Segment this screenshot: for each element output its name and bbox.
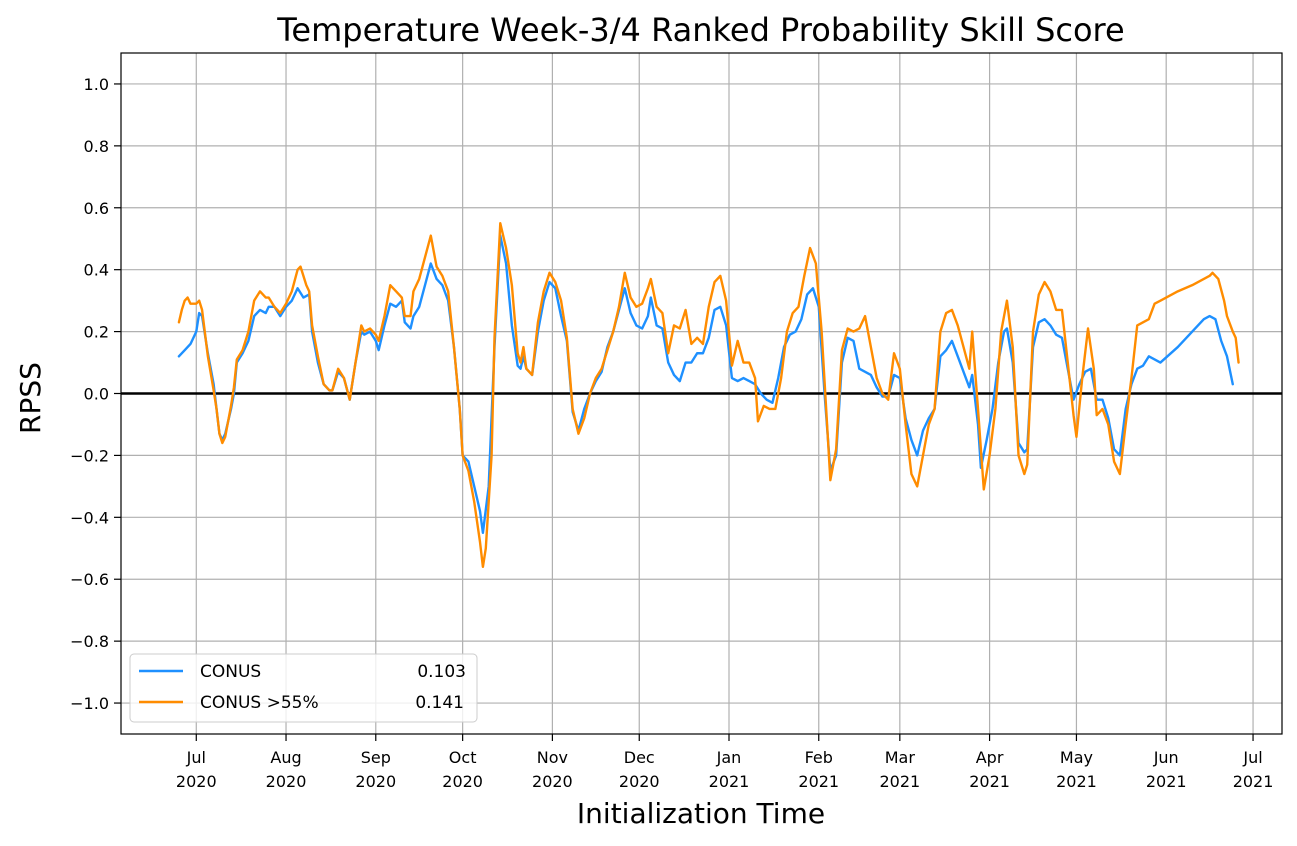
x-tick-label-year: 2021 bbox=[879, 772, 920, 791]
x-axis-label: Initialization Time bbox=[577, 797, 825, 830]
x-tick-label-month: Dec bbox=[624, 748, 655, 767]
y-tick-label: 0.2 bbox=[84, 323, 109, 342]
y-tick-label: −0.8 bbox=[70, 632, 109, 651]
legend-label-conus-55: CONUS >55% bbox=[200, 693, 319, 713]
legend: CONUS 0.103 CONUS >55% 0.141 bbox=[129, 653, 478, 723]
x-tick-label-year: 2021 bbox=[1056, 772, 1097, 791]
y-tick-label: 0.8 bbox=[84, 137, 109, 156]
x-tick-label-year: 2021 bbox=[969, 772, 1010, 791]
y-tick-label: −0.4 bbox=[70, 508, 109, 527]
x-tick-label-year: 2021 bbox=[1146, 772, 1187, 791]
x-tick-label-year: 2020 bbox=[442, 772, 483, 791]
x-tick-label-month: Aug bbox=[270, 748, 301, 767]
legend-box bbox=[129, 653, 478, 723]
x-tick-label-month: Apr bbox=[976, 748, 1004, 767]
x-tick-label-month: May bbox=[1060, 748, 1093, 767]
x-tick-label-month: Jul bbox=[1242, 748, 1262, 767]
x-tick-label-year: 2021 bbox=[709, 772, 750, 791]
legend-label-conus: CONUS bbox=[200, 662, 261, 682]
x-tick-label-month: Jan bbox=[716, 748, 742, 767]
x-axis-ticks: Jul 2020 Aug 2020 Sep 2020 Oct 2020 Nov 2020 Dec 20… bbox=[176, 734, 1273, 791]
y-tick-label: 0.4 bbox=[84, 261, 109, 280]
series-line-conus-55 bbox=[177, 222, 1240, 569]
x-tick-label-year: 2020 bbox=[176, 772, 217, 791]
x-tick-label-month: Sep bbox=[361, 748, 391, 767]
x-tick-label-year: 2020 bbox=[355, 772, 396, 791]
x-tick-label-month: Nov bbox=[537, 748, 568, 767]
chart-title: Temperature Week-3/4 Ranked Probability … bbox=[276, 11, 1124, 49]
x-tick-label-month: Jul bbox=[186, 748, 206, 767]
y-tick-label: −1.0 bbox=[70, 694, 109, 713]
x-tick-label-year: 2020 bbox=[532, 772, 573, 791]
y-tick-label: 0.6 bbox=[84, 199, 109, 218]
x-tick-label-year: 2020 bbox=[619, 772, 660, 791]
x-tick-label-month: Jun bbox=[1153, 748, 1179, 767]
y-axis-label: RPSS bbox=[14, 362, 47, 434]
y-tick-label: −0.6 bbox=[70, 570, 109, 589]
x-tick-label-year: 2020 bbox=[266, 772, 307, 791]
y-tick-label: 1.0 bbox=[84, 75, 109, 94]
y-axis-ticks: −1.0 −0.8 −0.6 −0.4 −0.2 0.0 0.2 0.4 0.6 0.8 1.0 bbox=[70, 75, 121, 713]
series-lines bbox=[177, 222, 1240, 569]
x-tick-label-month: Feb bbox=[805, 748, 833, 767]
y-tick-label: −0.2 bbox=[70, 446, 109, 465]
legend-value-conus-55: 0.141 bbox=[415, 693, 464, 713]
y-tick-label: 0.0 bbox=[84, 385, 109, 404]
x-tick-label-year: 2021 bbox=[1233, 772, 1274, 791]
x-tick-label-year: 2021 bbox=[798, 772, 839, 791]
legend-value-conus: 0.103 bbox=[417, 662, 466, 682]
x-tick-label-month: Oct bbox=[449, 748, 477, 767]
x-tick-label-month: Mar bbox=[885, 748, 916, 767]
